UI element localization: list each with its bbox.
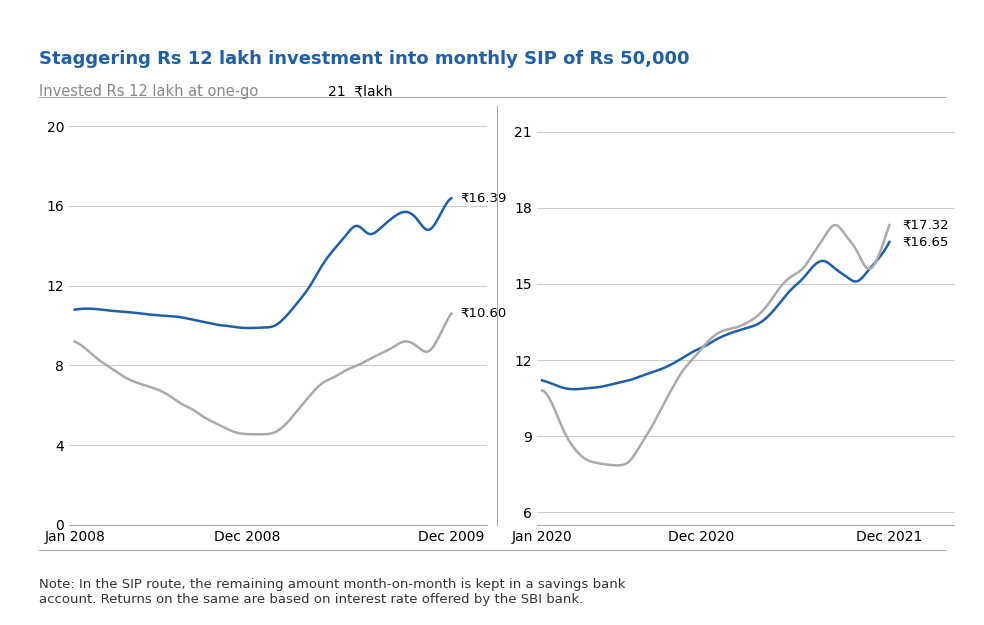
- Text: 21  ₹lakh: 21 ₹lakh: [328, 84, 393, 99]
- Text: Invested Rs 12 lakh at one-go: Invested Rs 12 lakh at one-go: [39, 84, 259, 99]
- Text: ₹17.32: ₹17.32: [902, 219, 949, 231]
- Text: Note: In the SIP route, the remaining amount month-on-month is kept in a savings: Note: In the SIP route, the remaining am…: [39, 578, 626, 606]
- Text: ₹16.39: ₹16.39: [461, 192, 507, 204]
- Text: Staggering Rs 12 lakh investment into monthly SIP of Rs 50,000: Staggering Rs 12 lakh investment into mo…: [39, 50, 690, 68]
- Text: ₹16.65: ₹16.65: [902, 236, 949, 249]
- Text: ₹10.60: ₹10.60: [461, 307, 507, 320]
